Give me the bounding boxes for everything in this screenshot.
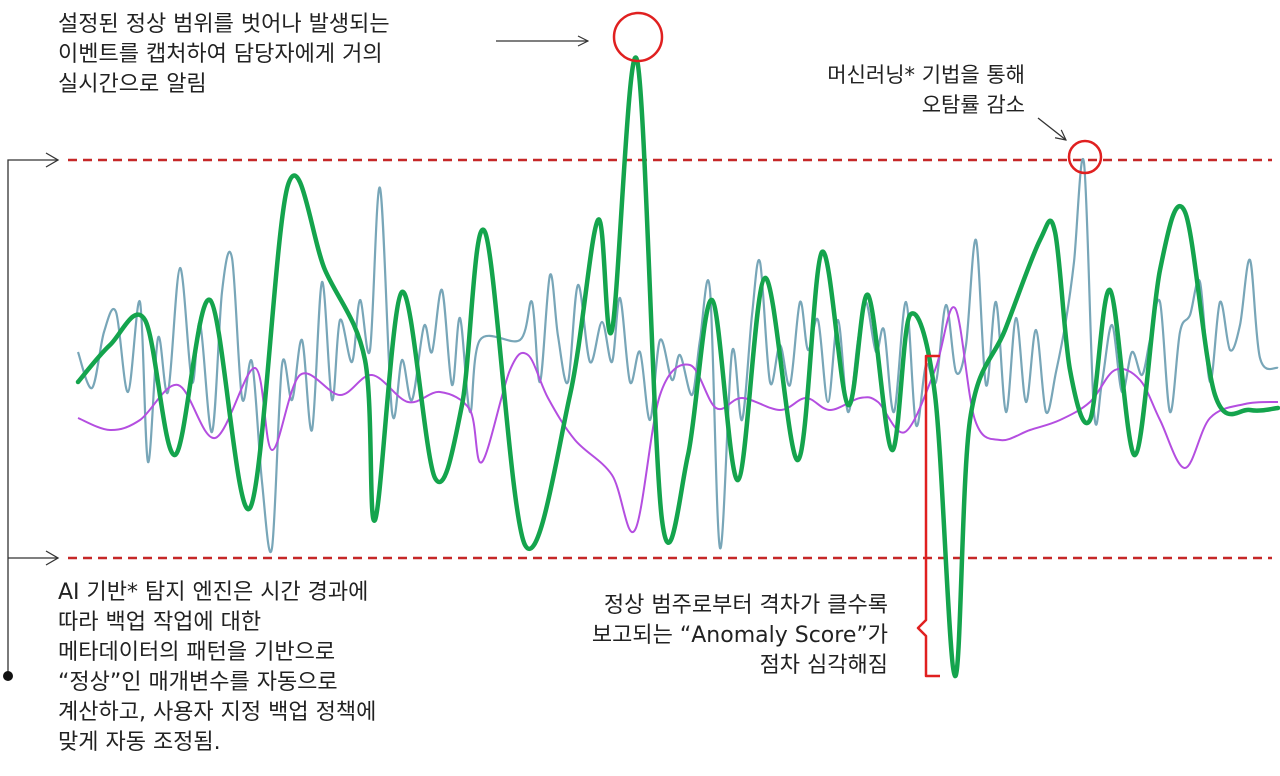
ai-annotation-line-2: 따라 백업 작업에 대한	[58, 610, 262, 635]
top-annotation-line-3: 실시간으로 알림	[58, 72, 207, 97]
ai-annotation-line-4: “정상”인 매개변수를 자동으로	[58, 670, 338, 695]
ml-annotation-line-2: 오탐률 감소	[921, 93, 1025, 117]
false-positive-circle	[1067, 139, 1103, 175]
ai-annotation-line-1: AI 기반* 탐지 엔진은 시간 경과에	[58, 580, 369, 605]
ml-annotation-arrow	[1037, 117, 1066, 140]
ml-annotation: 머신러닝* 기법을 통해 오탐률 감소	[790, 60, 1025, 120]
green-signal-line	[75, 55, 1280, 679]
anomaly-bracket	[916, 354, 940, 678]
ml-annotation-line-1: 머신러닝* 기법을 통해	[827, 63, 1025, 87]
anomaly-annotation-line-3: 점차 심각해짐	[759, 653, 888, 678]
top-annotation-line-1: 설정된 정상 범위를 벗어나 발생되는	[58, 12, 390, 37]
ai-annotation-line-3: 메타데이터의 패턴을 기반으로	[58, 640, 336, 665]
top-annotation: 설정된 정상 범위를 벗어나 발생되는 이벤트를 캡처하여 담당자에게 거의 실…	[58, 10, 390, 100]
top-annotation-line-2: 이벤트를 캡처하여 담당자에게 거의	[58, 42, 383, 67]
peak-anomaly-circle	[612, 11, 664, 63]
connector-dot	[3, 671, 13, 681]
ai-annotation-line-5: 계산하고, 사용자 지정 백업 정책에	[58, 700, 377, 725]
anomaly-score-annotation: 정상 범주로부터 격차가 클수록 보고되는 “Anomaly Score”가 점…	[520, 591, 888, 681]
anomaly-annotation-line-1: 정상 범주로부터 격차가 클수록	[603, 593, 888, 618]
ai-annotation: AI 기반* 탐지 엔진은 시간 경과에 따라 백업 작업에 대한 메타데이터의…	[58, 578, 376, 758]
anomaly-annotation-line-2: 보고되는 “Anomaly Score”가	[591, 623, 888, 648]
purple-signal-line	[77, 306, 1279, 534]
range-bracket-connector	[7, 152, 60, 676]
ai-annotation-line-6: 맞게 자동 조정됨.	[58, 730, 221, 755]
